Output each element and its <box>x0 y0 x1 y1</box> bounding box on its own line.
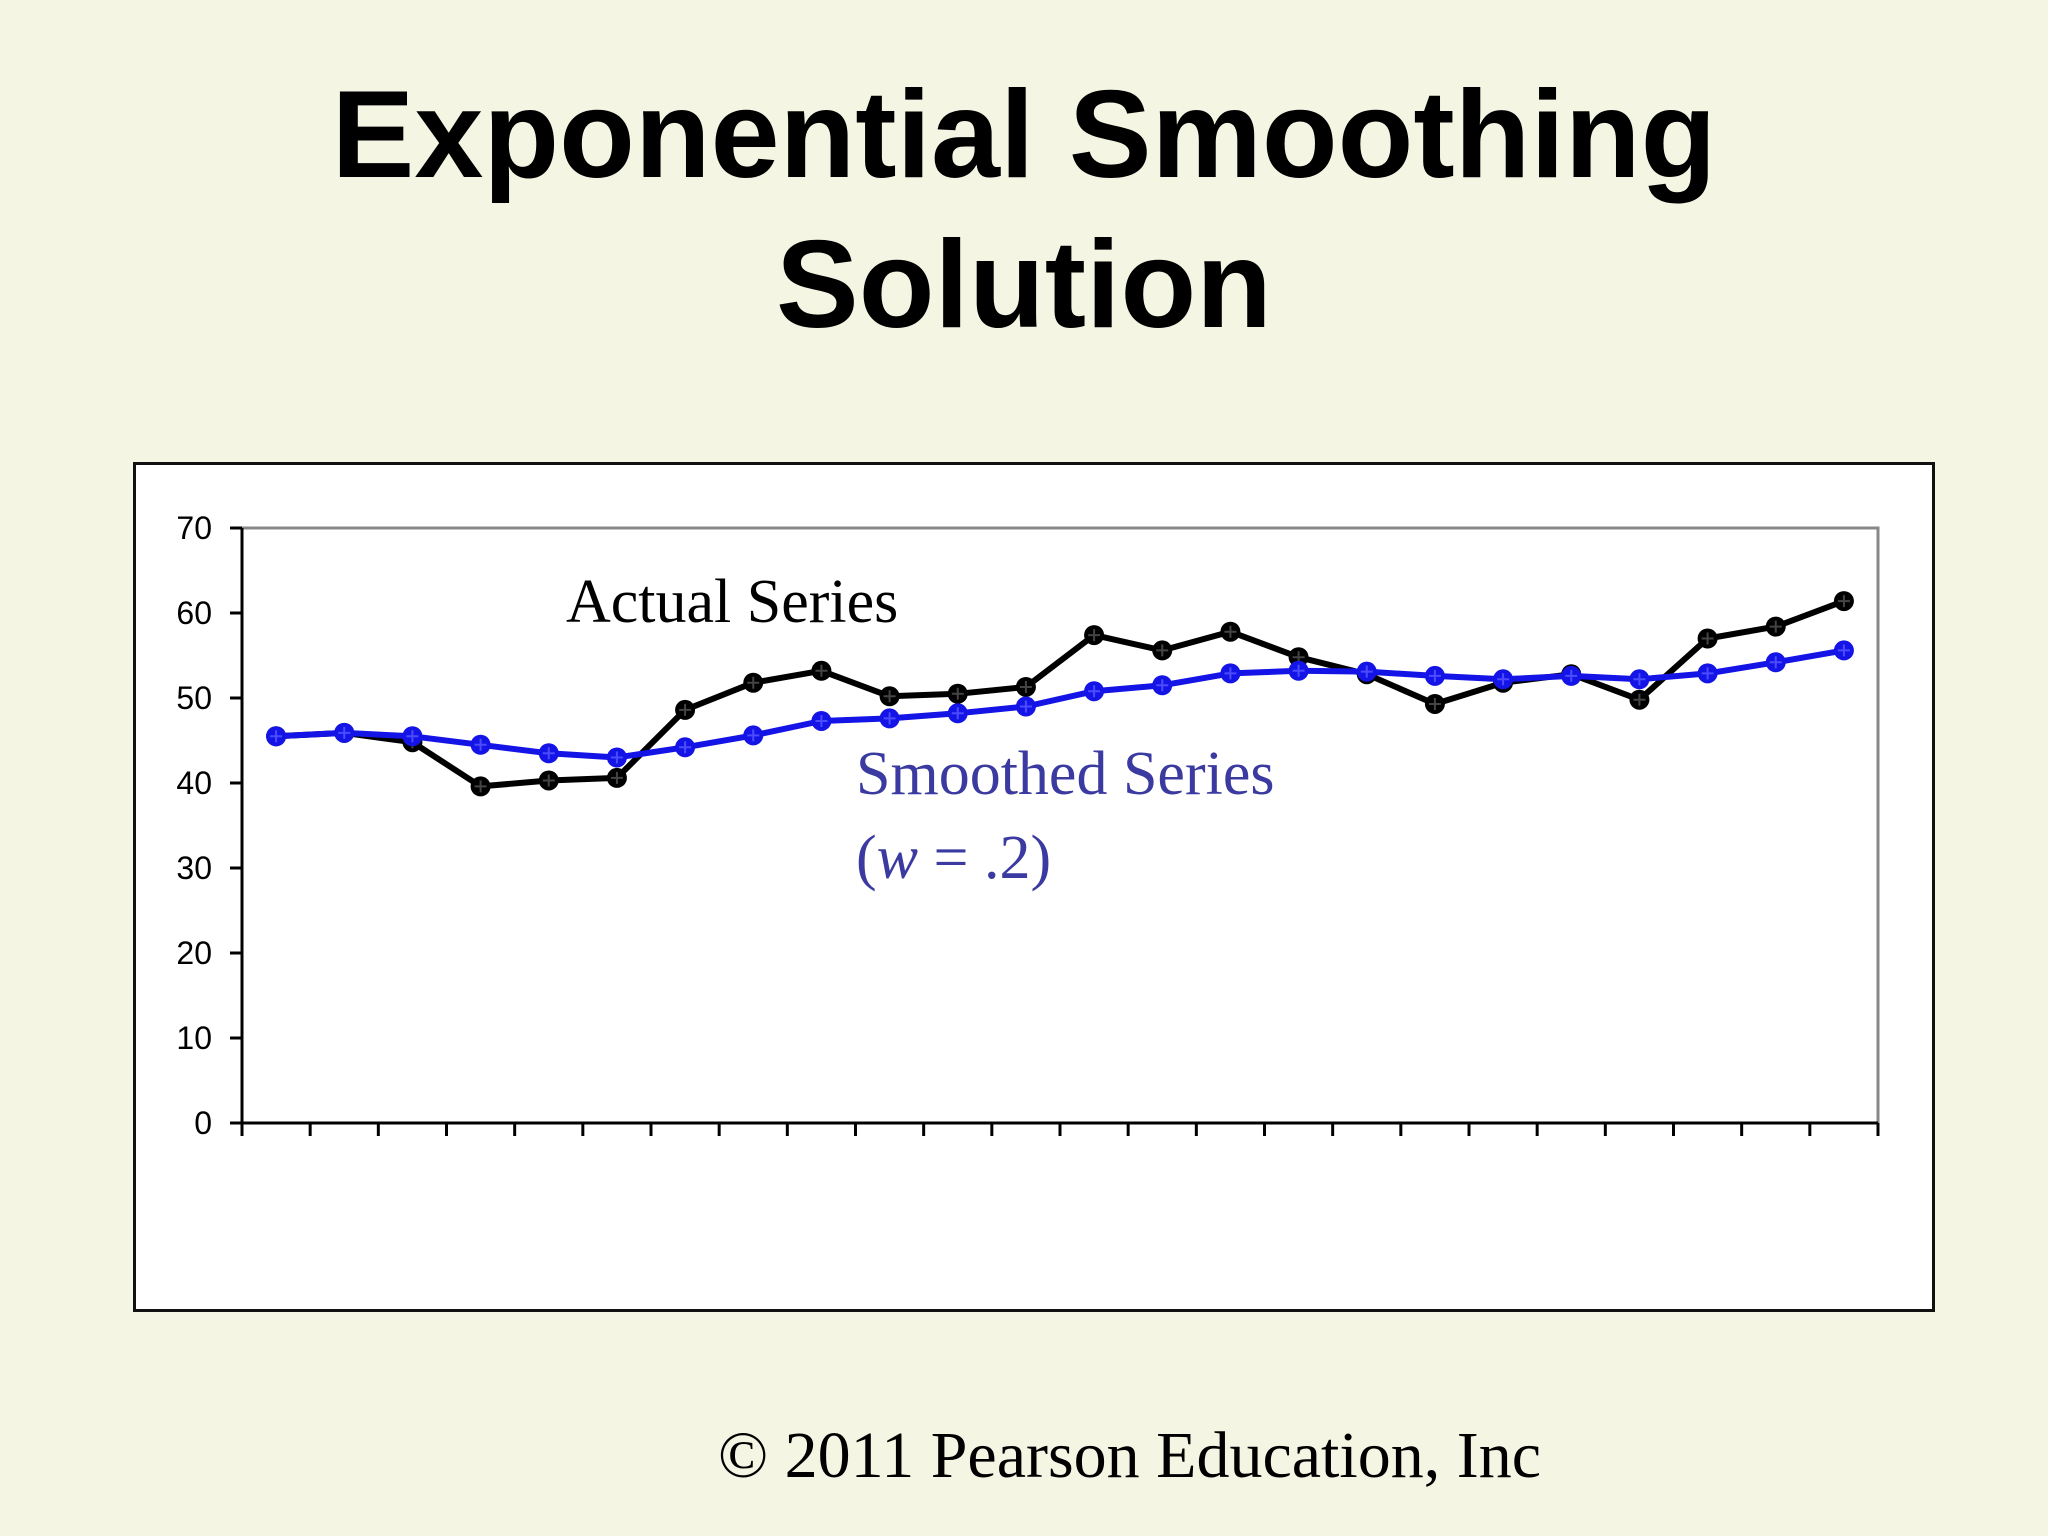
axes: 0 10 20 30 40 50 60 70 <box>176 510 1880 1141</box>
smoothed-point-marker <box>1565 669 1578 682</box>
y-tick-label: 60 <box>176 595 212 631</box>
title-line-1: Exponential Smoothing <box>331 66 1717 204</box>
smoothed-point-marker <box>1633 673 1646 686</box>
smoothed-point-marker <box>1224 667 1237 680</box>
weight-open-paren: ( <box>856 824 877 892</box>
plot-area <box>240 526 1880 1125</box>
smoothed-point-marker <box>815 714 828 727</box>
smoothed-point-marker <box>679 741 692 754</box>
y-tick-label: 30 <box>176 850 212 886</box>
y-tick-label: 10 <box>176 1020 212 1056</box>
smoothed-point-marker <box>406 730 419 743</box>
y-tick-label: 20 <box>176 935 212 971</box>
slide-title: Exponential Smoothing Solution <box>0 60 2048 360</box>
plot-border <box>240 526 1880 1125</box>
weight-value: = .2) <box>918 824 1051 892</box>
smoothed-point-marker <box>747 729 760 742</box>
y-tick-label: 70 <box>176 510 212 546</box>
smoothed-point-marker <box>1428 669 1441 682</box>
actual-point-marker <box>747 676 760 689</box>
actual-point-marker <box>679 703 692 716</box>
actual-point-marker <box>1088 629 1101 642</box>
smoothed-series <box>266 640 1854 768</box>
smoothed-weight-annotation: (w = .2) <box>856 824 1051 892</box>
actual-point-marker <box>951 687 964 700</box>
smoothed-point-marker <box>951 707 964 720</box>
actual-point-marker <box>1837 595 1850 608</box>
actual-point-marker <box>1701 632 1714 645</box>
smoothed-point-marker <box>542 747 555 760</box>
smoothed-point-marker <box>610 751 623 764</box>
actual-point-marker <box>815 664 828 677</box>
smoothed-series-line <box>275 647 1845 761</box>
title-line-2: Solution <box>776 216 1272 354</box>
series-layer <box>266 591 1854 797</box>
actual-point-marker <box>1769 620 1782 633</box>
actual-point-marker <box>610 771 623 784</box>
actual-point-marker <box>1428 697 1441 710</box>
actual-point-marker <box>1633 693 1646 706</box>
actual-point-marker <box>1019 680 1032 693</box>
actual-series-annotation: Actual Series <box>566 568 898 636</box>
smoothed-point-marker <box>474 738 487 751</box>
smoothed-point-marker <box>1769 656 1782 669</box>
weight-variable: w <box>877 824 918 892</box>
actual-point-marker <box>1156 644 1169 657</box>
y-tick-label: 50 <box>176 680 212 716</box>
smoothed-point-marker <box>270 730 283 743</box>
smoothed-series-annotation: Smoothed Series <box>856 740 1274 808</box>
y-tick-label: 0 <box>194 1105 212 1141</box>
smoothed-point-marker <box>338 726 351 739</box>
copyright-footer: © 2011 Pearson Education, Inc <box>718 1419 1542 1492</box>
actual-point-marker <box>1224 625 1237 638</box>
actual-point-marker <box>542 774 555 787</box>
actual-point-marker <box>883 690 896 703</box>
smoothed-point-marker <box>1360 665 1373 678</box>
smoothed-point-marker <box>1837 644 1850 657</box>
smoothed-point-marker <box>1497 673 1510 686</box>
actual-point-marker <box>474 780 487 793</box>
smoothed-point-marker <box>1701 667 1714 680</box>
smoothed-point-marker <box>1019 700 1032 713</box>
y-tick-label: 40 <box>176 765 212 801</box>
smoothed-point-marker <box>883 712 896 725</box>
smoothed-point-marker <box>1088 685 1101 698</box>
smoothed-point-marker <box>1292 664 1305 677</box>
smoothed-point-marker <box>1156 679 1169 692</box>
